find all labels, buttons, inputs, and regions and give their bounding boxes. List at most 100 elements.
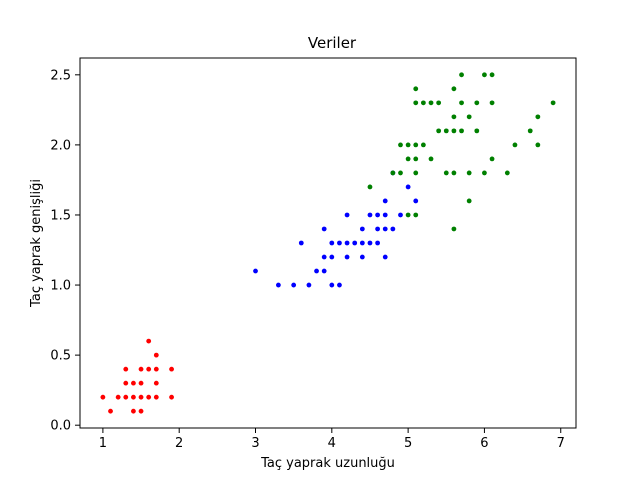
- data-point-s1-13: [337, 240, 342, 246]
- y-tick-label: 1.5: [50, 208, 71, 223]
- data-point-s2-39: [504, 170, 510, 176]
- data-point-s1-28: [382, 212, 388, 218]
- data-point-s0-11: [138, 380, 144, 386]
- data-point-s2-3: [398, 142, 403, 148]
- data-point-s2-21: [451, 226, 457, 232]
- data-point-s2-27: [459, 100, 464, 106]
- data-point-s2-22: [451, 170, 457, 176]
- data-point-s2-41: [527, 128, 533, 134]
- data-point-s1-15: [344, 240, 350, 246]
- data-point-s2-40: [512, 142, 518, 148]
- data-point-s0-4: [131, 394, 136, 400]
- data-point-s1-2: [291, 282, 297, 288]
- data-point-s2-12: [413, 86, 419, 92]
- data-point-s2-5: [405, 156, 411, 162]
- data-point-s2-23: [451, 128, 457, 134]
- data-point-s2-1: [390, 170, 396, 176]
- data-point-s0-15: [146, 366, 152, 372]
- data-point-s0-0: [100, 394, 106, 400]
- data-point-s1-32: [398, 212, 403, 218]
- data-point-s1-6: [321, 268, 327, 274]
- data-point-s2-24: [451, 114, 457, 120]
- data-point-s1-26: [382, 254, 388, 260]
- data-point-s2-11: [413, 100, 419, 106]
- plot-area-frame: [79, 57, 577, 429]
- data-point-s2-13: [420, 142, 426, 148]
- data-point-s2-2: [398, 170, 403, 176]
- data-point-s2-44: [550, 100, 556, 106]
- data-point-s0-21: [153, 352, 159, 358]
- data-point-s1-16: [344, 212, 350, 218]
- data-point-s0-8: [169, 394, 174, 400]
- data-point-s1-19: [359, 240, 365, 246]
- data-point-s1-20: [359, 226, 365, 232]
- y-tick-label: 0.5: [50, 349, 71, 364]
- x-tick-label: 5: [404, 436, 412, 451]
- data-point-s1-7: [321, 254, 327, 260]
- data-point-s2-14: [420, 100, 426, 106]
- data-point-s2-6: [405, 142, 411, 148]
- data-point-s0-16: [153, 366, 159, 372]
- data-point-s2-0: [367, 184, 373, 190]
- data-point-s2-30: [466, 170, 472, 176]
- x-axis-label: Taç yaprak uzunluğu: [260, 456, 395, 471]
- data-point-s1-29: [382, 198, 388, 204]
- data-point-s2-35: [482, 72, 487, 78]
- data-point-s2-36: [489, 156, 495, 162]
- data-point-s2-18: [436, 100, 442, 106]
- data-point-s1-11: [329, 240, 335, 246]
- data-point-s2-34: [482, 170, 487, 176]
- data-point-s1-33: [405, 184, 411, 190]
- data-point-s1-24: [375, 226, 380, 232]
- data-point-s2-8: [413, 170, 419, 176]
- data-point-s0-6: [146, 394, 152, 400]
- data-point-s2-7: [413, 212, 419, 218]
- data-point-s1-22: [367, 212, 373, 218]
- data-point-s1-10: [329, 254, 335, 260]
- data-point-s0-19: [138, 408, 144, 414]
- data-point-s2-38: [489, 72, 495, 78]
- data-point-s0-10: [131, 380, 136, 386]
- y-tick-label: 2.0: [50, 138, 71, 153]
- chart-title: Veriler: [308, 34, 357, 52]
- y-tick-label: 1.0: [50, 279, 71, 294]
- x-tick-label: 2: [175, 436, 183, 451]
- data-point-s0-20: [146, 338, 152, 344]
- data-point-s1-0: [253, 268, 258, 274]
- data-point-s1-21: [367, 240, 373, 246]
- data-point-s1-4: [306, 282, 312, 288]
- data-point-s1-25: [375, 212, 380, 218]
- data-point-s0-3: [123, 394, 129, 400]
- data-point-s0-12: [153, 380, 159, 386]
- data-point-s2-9: [413, 156, 419, 162]
- x-tick-label: 1: [99, 436, 107, 451]
- x-tick-label: 6: [480, 436, 488, 451]
- x-tick-label: 7: [557, 436, 565, 451]
- data-point-s2-43: [535, 114, 541, 120]
- data-point-s0-9: [123, 380, 129, 386]
- data-point-s2-33: [474, 100, 480, 106]
- data-point-s2-17: [436, 128, 442, 134]
- y-tick-label: 0.0: [50, 419, 71, 434]
- data-point-s0-14: [138, 366, 144, 372]
- data-point-s0-2: [115, 394, 121, 400]
- points-layer: [100, 72, 556, 414]
- x-tick-label: 4: [328, 436, 336, 451]
- data-point-s2-32: [474, 128, 480, 134]
- data-point-s0-18: [131, 408, 136, 414]
- data-point-s2-15: [428, 156, 434, 162]
- data-point-s2-31: [466, 114, 472, 120]
- data-point-s0-13: [123, 366, 129, 372]
- data-point-s0-5: [138, 394, 144, 400]
- data-point-s0-17: [169, 366, 174, 372]
- data-point-s1-34: [413, 198, 419, 204]
- data-point-s1-3: [298, 240, 304, 246]
- data-point-s1-12: [337, 282, 342, 288]
- x-tick-label: 3: [251, 436, 259, 451]
- data-point-s1-5: [314, 268, 319, 274]
- data-point-s1-1: [276, 282, 281, 288]
- data-point-s1-23: [375, 240, 380, 246]
